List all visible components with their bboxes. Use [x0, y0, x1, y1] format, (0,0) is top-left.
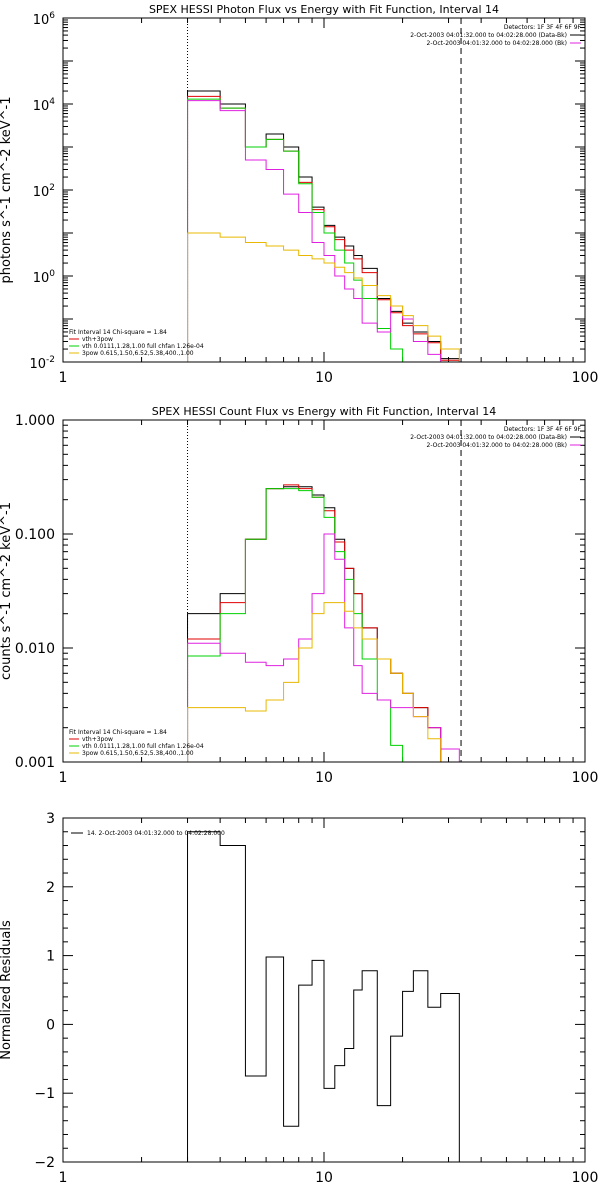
- legend-entry: 2-Oct-2003 04:01:32.000 to 04:02:28.000 …: [410, 434, 567, 441]
- x-tick-label: 100: [572, 370, 599, 386]
- y-tick-label: 100: [33, 269, 56, 286]
- series-line-data-bk: [187, 90, 460, 362]
- legend-entry: 2-Oct-2003 04:01:32.000 to 04:02:28.000 …: [427, 442, 568, 449]
- legend-entry: 14. 2-Oct-2003 04:01:32.000 to 04:02:28.…: [87, 830, 225, 837]
- legend-entry: 3pow 0.615,1.50,6.52,5.38,400.,1.00: [82, 350, 194, 357]
- series-group: [187, 831, 460, 1162]
- chart-title: SPEX HESSI Photon Flux vs Energy with Fi…: [149, 3, 499, 16]
- legend-entry: vth 0.0111,1.28,1.00 full chfan 1.26e-04: [82, 743, 204, 750]
- series-line-vth: [187, 98, 404, 362]
- legend-entry: Fit Interval 14 Chi-square = 1.84: [69, 729, 167, 736]
- legend-entry: 2-Oct-2003 04:01:32.000 to 04:02:28.000 …: [410, 32, 567, 39]
- legend-bottom-left: Fit Interval 14 Chi-square = 1.84vth+3po…: [69, 329, 204, 357]
- axis-ticks: [62, 817, 585, 1163]
- x-tick-label: 10: [315, 370, 333, 386]
- legend-entry: vth+3pow: [82, 736, 113, 743]
- y-tick-label: 1.000: [15, 413, 55, 429]
- x-tick-label: 1: [59, 1170, 68, 1186]
- legend-entry: 2-Oct-2003 04:01:32.000 to 04:02:28.000 …: [427, 40, 568, 47]
- x-tick-label: 1: [59, 770, 68, 786]
- y-axis-label: Normalized Residuals: [0, 920, 14, 1060]
- y-tick-label: 1: [46, 949, 55, 965]
- y-tick-label: 2: [46, 880, 55, 896]
- series-line-vth-3pow: [187, 484, 460, 762]
- axis-ticks: [62, 18, 585, 363]
- series-line-vth-3pow: [187, 95, 460, 362]
- plot-frame: [62, 419, 586, 763]
- x-tick-label: 10: [315, 770, 333, 786]
- series-line-vth: [187, 488, 404, 762]
- legend-top-right: Detectors: 1F 3F 4F 6F 9F2-Oct-2003 04:0…: [410, 426, 581, 449]
- series-line-residuals: [187, 831, 460, 1162]
- legend-top-right: Detectors: 1F 3F 4F 6F 9F2-Oct-2003 04:0…: [410, 24, 581, 47]
- legend-entry: vth 0.0111,1.28,1.00 full chfan 1.26e-04: [82, 343, 204, 350]
- legend-entry: Fit Interval 14 Chi-square = 1.84: [69, 329, 167, 336]
- chart-panel-2: SPEX HESSI Count Flux vs Energy with Fit…: [0, 405, 599, 786]
- y-tick-label: −2: [34, 1155, 55, 1171]
- y-tick-label: 106: [33, 11, 56, 28]
- y-tick-label: −1: [34, 1086, 55, 1102]
- y-tick-label: 10-2: [29, 355, 55, 372]
- chart-title: SPEX HESSI Count Flux vs Energy with Fit…: [152, 405, 496, 418]
- legend-bottom-left: Fit Interval 14 Chi-square = 1.84vth+3po…: [69, 729, 204, 757]
- chart-panel-1: SPEX HESSI Photon Flux vs Energy with Fi…: [0, 3, 599, 386]
- y-axis-label: counts s^-1 cm^-2 keV^-1: [0, 502, 14, 680]
- legend-entry: vth+3pow: [82, 336, 113, 343]
- series-group: [187, 90, 460, 362]
- plot-frame: [62, 17, 586, 363]
- y-tick-label: 0.100: [15, 527, 55, 543]
- y-tick-label: 104: [33, 97, 56, 114]
- legend-entry: 3pow 0.615,1.50,6.52,5.38,400.,1.00: [82, 750, 194, 757]
- series-line-3pow: [187, 232, 460, 362]
- legend-title: Detectors: 1F 3F 4F 6F 9F: [504, 426, 582, 433]
- series-line-3pow: [187, 602, 460, 762]
- legend-title: Detectors: 1F 3F 4F 6F 9F: [504, 24, 582, 31]
- x-tick-label: 100: [572, 770, 599, 786]
- series-group: [187, 484, 460, 762]
- series-line-bk: [187, 100, 442, 362]
- y-tick-label: 0.010: [15, 641, 55, 657]
- y-axis-label: photons s^-1 cm^-2 keV^-1: [0, 96, 14, 283]
- chart-panel-3: 1 10 100 −2 −1 0 1 2 3 Normalized Residuals 14. 2-…: [0, 811, 598, 1186]
- y-tick-label: 102: [33, 183, 55, 200]
- y-tick-label: 3: [46, 811, 55, 827]
- x-tick-label: 1: [59, 370, 68, 386]
- x-tick-label: 100: [572, 1170, 599, 1186]
- plot-frame: [62, 817, 586, 1163]
- y-tick-label: 0.001: [15, 755, 55, 771]
- legend-top-left: 14. 2-Oct-2003 04:01:32.000 to 04:02:28.…: [71, 830, 225, 837]
- y-tick-label: 0: [46, 1017, 55, 1033]
- x-tick-label: 10: [315, 1170, 333, 1186]
- series-line-data-bk: [187, 486, 460, 762]
